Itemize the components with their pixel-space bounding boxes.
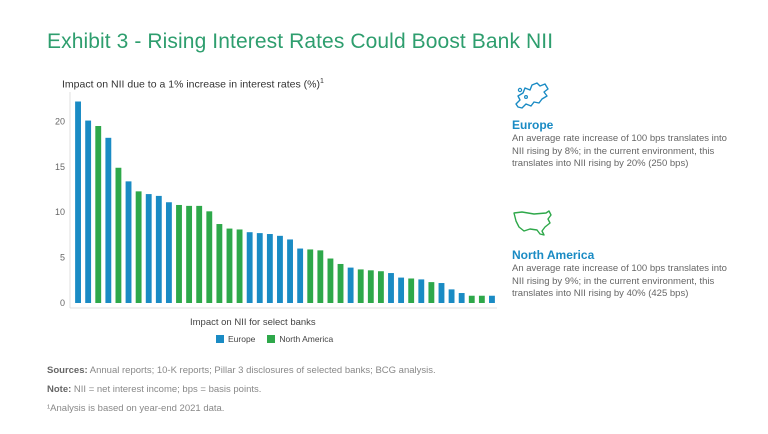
bar-europe	[489, 295, 495, 303]
chart-title-text: Impact on NII due to a 1% increase in in…	[62, 78, 320, 91]
sources-note: Sources: Annual reports; 10-K reports; P…	[47, 361, 436, 380]
bar-europe	[105, 137, 112, 303]
note-text: NII = net interest income; bps = basis p…	[73, 384, 262, 395]
bar-north-america	[337, 263, 344, 303]
legend-item-europe: Europe	[216, 334, 255, 344]
bar-north-america	[95, 126, 102, 303]
y-tick-label: 15	[55, 162, 65, 172]
region-north-america-name: North America	[512, 248, 595, 262]
sources-label: Sources:	[47, 365, 88, 376]
region-europe-text: An average rate increase of 100 bps tran…	[512, 133, 727, 169]
bar-north-america	[115, 167, 122, 303]
bar-north-america	[408, 278, 415, 303]
bar-north-america	[468, 295, 475, 303]
bar-europe	[246, 232, 253, 303]
bar-europe	[398, 277, 405, 303]
bar-north-america	[196, 205, 203, 303]
region-north-america: North America An average rate increase o…	[512, 248, 732, 301]
bar-north-america	[377, 271, 384, 303]
bar-north-america	[367, 270, 374, 303]
bar-north-america	[216, 224, 223, 303]
bar-north-america	[236, 229, 243, 303]
europe-map-icon	[515, 82, 549, 109]
bar-europe	[347, 267, 354, 303]
bar-europe	[256, 233, 263, 303]
legend-label-europe: Europe	[228, 334, 256, 344]
bar-europe	[297, 248, 304, 303]
bar-europe	[458, 293, 465, 303]
bar-europe	[418, 279, 425, 303]
definition-note: Note: NII = net interest income; bps = b…	[47, 380, 436, 399]
region-north-america-text: An average rate increase of 100 bps tran…	[512, 263, 727, 299]
y-tick-label: 0	[60, 298, 65, 308]
bar-north-america	[428, 282, 435, 303]
notes: Sources: Annual reports; 10-K reports; P…	[47, 361, 436, 418]
bar-north-america	[176, 204, 182, 303]
bar-north-america	[226, 228, 233, 303]
bar-europe	[75, 101, 81, 303]
bar-europe	[145, 194, 152, 303]
bar-europe	[125, 181, 132, 303]
bar-europe	[155, 195, 162, 303]
legend-swatch-europe	[216, 335, 224, 343]
y-tick-label: 20	[55, 116, 65, 126]
bar-europe	[277, 235, 283, 303]
bar-north-america	[478, 295, 485, 303]
bar-north-america	[206, 211, 213, 303]
bar-europe	[388, 273, 394, 303]
bar-north-america	[135, 191, 142, 303]
bar-north-america	[317, 250, 324, 303]
bars	[75, 101, 495, 303]
y-axis: 0 5 10 15 20	[55, 116, 65, 308]
region-europe-name: Europe	[512, 118, 554, 132]
note-label: Note:	[47, 384, 72, 395]
bar-north-america	[307, 249, 314, 303]
bar-europe	[287, 239, 293, 303]
x-axis-label: Impact on NII for select banks	[190, 317, 316, 328]
legend-label-north-america: North America	[279, 334, 334, 344]
y-tick-label: 5	[60, 253, 65, 263]
chart-title: Impact on NII due to a 1% increase in in…	[62, 78, 324, 91]
bar-europe	[438, 283, 445, 303]
north-america-map-icon	[513, 210, 552, 236]
bar-europe	[266, 234, 273, 303]
bar-europe	[448, 289, 455, 303]
y-tick-label: 10	[55, 207, 65, 217]
footnote: ¹Analysis is based on year-end 2021 data…	[47, 403, 225, 414]
legend-item-north-america: North America	[267, 334, 333, 344]
chart-title-footnote-marker: 1	[319, 78, 324, 85]
bar-north-america	[357, 269, 364, 303]
sources-text: Annual reports; 10-K reports; Pillar 3 d…	[89, 365, 436, 376]
legend-swatch-north-america	[267, 335, 276, 343]
bar-north-america	[327, 258, 334, 303]
page-title: Exhibit 3 - Rising Interest Rates Could …	[47, 30, 554, 53]
region-europe: Europe An average rate increase of 100 b…	[512, 118, 732, 171]
bar-europe	[165, 202, 172, 303]
bar-north-america	[186, 205, 193, 303]
bar-europe	[85, 120, 92, 303]
legend: Europe North America	[216, 334, 333, 344]
